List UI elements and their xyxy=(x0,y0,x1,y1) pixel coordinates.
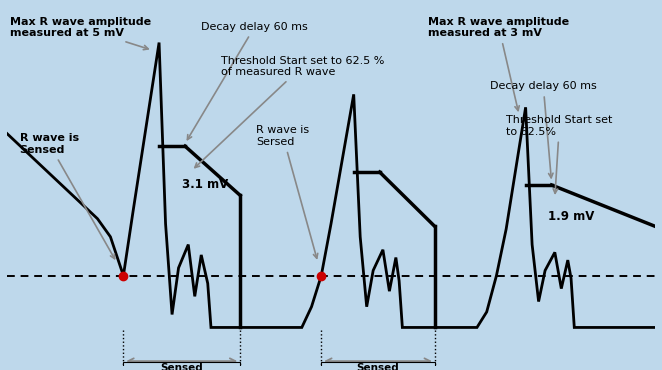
Bar xyxy=(123,362,240,370)
Text: Sensed
Refractory: Sensed Refractory xyxy=(347,363,409,370)
Text: 1.9 mV: 1.9 mV xyxy=(548,209,594,222)
Text: Threshold Start set
to 62.5%: Threshold Start set to 62.5% xyxy=(506,115,612,193)
Text: Threshold Start set to 62.5 %
of measured R wave: Threshold Start set to 62.5 % of measure… xyxy=(195,56,384,168)
Text: R wave is
Sensed: R wave is Sensed xyxy=(20,133,115,259)
Text: 3.1 mV: 3.1 mV xyxy=(182,178,228,192)
Bar xyxy=(321,362,435,370)
Text: R wave is
Sersed: R wave is Sersed xyxy=(256,125,318,258)
Text: Sensed
Refractory: Sensed Refractory xyxy=(150,363,213,370)
Text: Decay delay 60 ms: Decay delay 60 ms xyxy=(490,81,596,178)
Text: Decay delay 60 ms: Decay delay 60 ms xyxy=(187,22,308,139)
Text: Max R wave amplitude
measured at 5 mV: Max R wave amplitude measured at 5 mV xyxy=(10,17,151,50)
Text: Max R wave amplitude
measured at 3 mV: Max R wave amplitude measured at 3 mV xyxy=(428,17,569,111)
